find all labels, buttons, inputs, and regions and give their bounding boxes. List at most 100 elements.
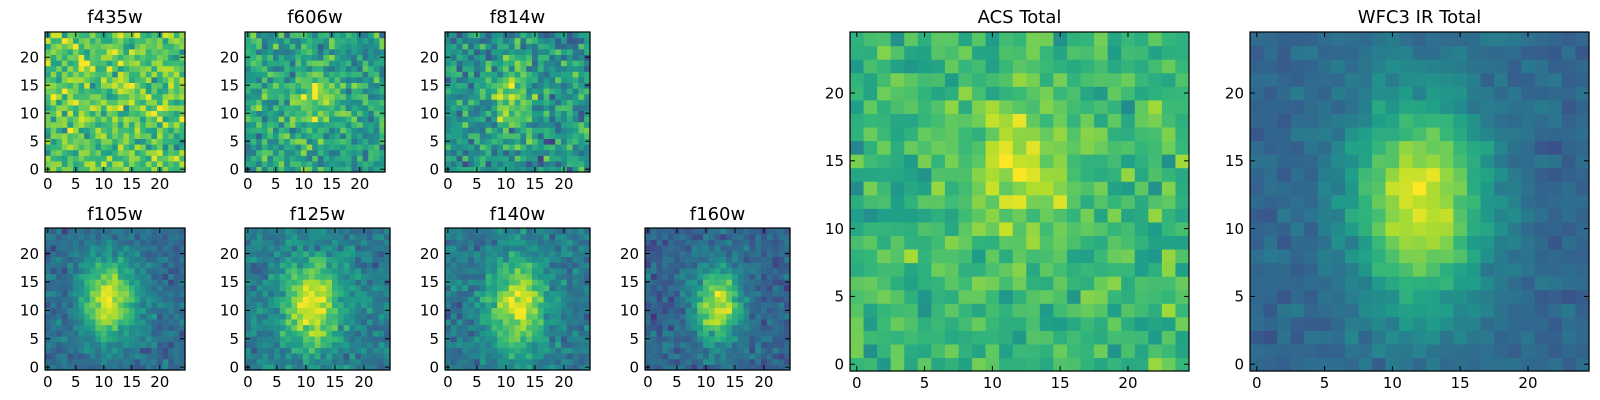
pixel-cell bbox=[284, 127, 291, 134]
pixel-cell bbox=[162, 307, 169, 314]
pixel-cell bbox=[84, 116, 91, 123]
pixel-cell bbox=[514, 160, 521, 167]
pixel-cell bbox=[743, 239, 750, 246]
pixel-cell bbox=[245, 88, 252, 95]
pixel-cell bbox=[50, 273, 57, 280]
pixel-cell bbox=[112, 88, 119, 95]
pixel-cell bbox=[345, 54, 352, 61]
pixel-cell bbox=[578, 116, 585, 123]
pixel-cell bbox=[61, 93, 68, 100]
pixel-cell bbox=[332, 256, 339, 263]
pixel-cell bbox=[520, 250, 527, 257]
pixel-cell bbox=[45, 43, 52, 50]
pixel-cell bbox=[73, 347, 80, 354]
pixel-cell bbox=[279, 301, 287, 309]
pixel-cell bbox=[361, 273, 368, 280]
pixel-cell bbox=[162, 144, 169, 151]
pixel-cell bbox=[303, 273, 310, 280]
pixel-cell bbox=[958, 262, 973, 277]
pixel-cell bbox=[112, 54, 119, 61]
pixel-cell bbox=[784, 358, 791, 365]
pixel-cell bbox=[308, 352, 316, 360]
pixel-cell bbox=[532, 335, 539, 343]
pixel-cell bbox=[89, 262, 96, 269]
pixel-cell bbox=[366, 239, 374, 246]
pixel-cell bbox=[261, 60, 268, 67]
pixel-cell bbox=[337, 347, 345, 354]
pixel-cell bbox=[503, 88, 510, 95]
pixel-cell bbox=[645, 273, 652, 280]
pixel-cell bbox=[503, 239, 510, 246]
pixel-cell bbox=[566, 60, 574, 67]
pixel-cell bbox=[532, 144, 539, 151]
pixel-cell bbox=[520, 352, 527, 360]
pixel-cell bbox=[450, 60, 458, 67]
pixel-cell bbox=[726, 364, 733, 371]
pixel-cell bbox=[332, 324, 339, 331]
pixel-cell bbox=[285, 352, 292, 360]
pixel-cell bbox=[261, 43, 268, 50]
pixel-cell bbox=[543, 99, 550, 106]
pixel-cell bbox=[743, 307, 750, 314]
pixel-cell bbox=[355, 239, 362, 246]
pixel-cell bbox=[384, 273, 391, 280]
pixel-cell bbox=[749, 307, 756, 314]
pixel-cell bbox=[337, 352, 345, 360]
pixel-cell bbox=[355, 301, 362, 309]
pixel-cell bbox=[329, 104, 336, 111]
pixel-cell bbox=[320, 330, 327, 337]
pixel-cell bbox=[732, 250, 739, 257]
pixel-cell bbox=[561, 99, 568, 106]
pixel-cell bbox=[384, 301, 391, 309]
pixel-cell bbox=[743, 347, 750, 354]
pixel-cell bbox=[572, 250, 579, 257]
pixel-cell bbox=[95, 256, 102, 263]
pixel-cell bbox=[355, 256, 362, 263]
pixel-cell bbox=[708, 267, 716, 275]
pixel-cell bbox=[145, 364, 152, 371]
pixel-cell bbox=[173, 364, 180, 371]
pixel-cell bbox=[101, 250, 108, 257]
pixel-cell bbox=[162, 296, 169, 303]
pixel-cell bbox=[151, 250, 158, 257]
pixel-cell bbox=[372, 307, 379, 314]
pixel-cell bbox=[549, 290, 556, 297]
pixel-cell bbox=[179, 144, 186, 151]
pixel-cell bbox=[168, 364, 175, 371]
pixel-cell bbox=[474, 110, 481, 117]
pixel-cell bbox=[761, 290, 768, 297]
pixel-cell bbox=[537, 43, 545, 50]
pixel-cell bbox=[173, 160, 180, 167]
pixel-cell bbox=[749, 273, 756, 280]
pixel-cell bbox=[679, 256, 687, 263]
pixel-cell bbox=[173, 341, 180, 348]
pixel-cell bbox=[720, 296, 727, 303]
pixel-cell bbox=[549, 324, 556, 331]
pixel-cell bbox=[140, 364, 147, 371]
pixel-cell bbox=[526, 313, 533, 320]
pixel-cell bbox=[162, 301, 169, 309]
pixel-cell bbox=[89, 347, 96, 354]
pixel-cell bbox=[50, 364, 57, 371]
pixel-cell bbox=[904, 194, 919, 209]
pixel-cell bbox=[157, 262, 164, 269]
pixel-cell bbox=[537, 127, 545, 134]
pixel-cell bbox=[323, 37, 330, 44]
pixel-cell bbox=[578, 256, 585, 263]
pixel-cell bbox=[931, 194, 946, 209]
pixel-cell bbox=[101, 307, 108, 314]
pixel-cell bbox=[668, 279, 675, 286]
pixel-cell bbox=[485, 37, 492, 44]
pixel-cell bbox=[157, 93, 164, 100]
pixel-cell bbox=[145, 32, 152, 39]
pixel-cell bbox=[268, 239, 275, 246]
pixel-cell bbox=[262, 267, 269, 275]
pixel-cell bbox=[303, 279, 310, 286]
pixel-cell bbox=[129, 110, 136, 117]
pixel-cell bbox=[101, 239, 108, 246]
pixel-cell bbox=[168, 93, 175, 100]
pixel-cell bbox=[179, 43, 186, 50]
pixel-cell bbox=[78, 32, 85, 39]
pixel-cell bbox=[295, 54, 302, 61]
pixel-cell bbox=[357, 43, 364, 50]
